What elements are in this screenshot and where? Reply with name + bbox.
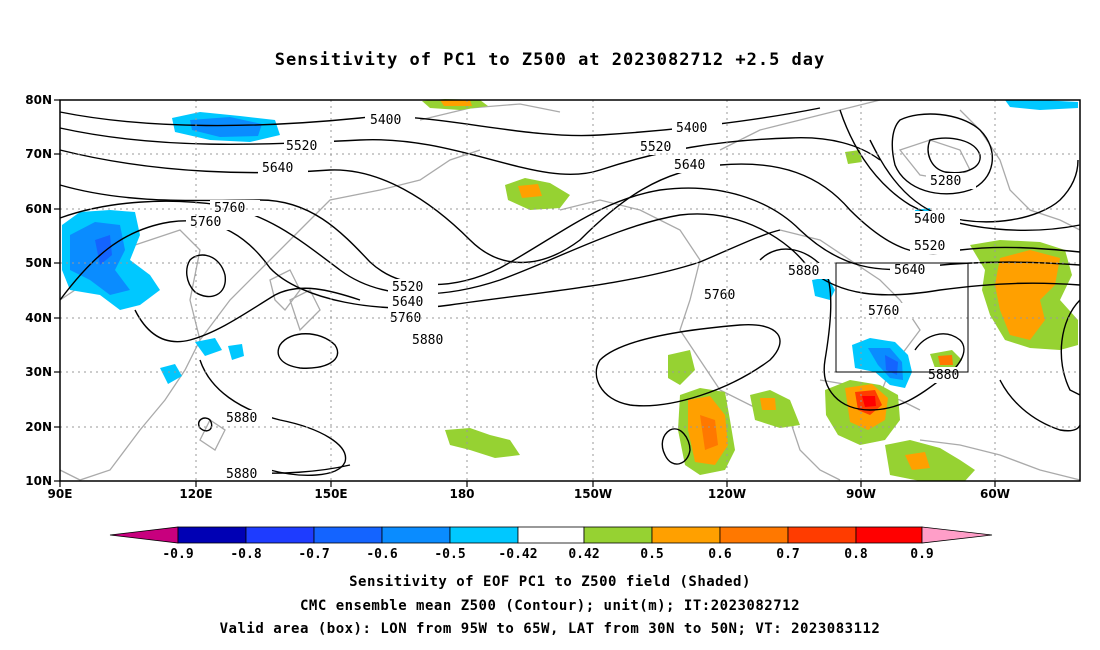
colorbar-label: 0.8 xyxy=(844,547,868,562)
colorbar-cell xyxy=(583,526,653,544)
map-frame xyxy=(59,99,1081,482)
colorbar-cell xyxy=(313,526,383,544)
lat-label: 20N xyxy=(25,420,52,434)
colorbar-cell xyxy=(109,526,179,544)
lon-label: 90E xyxy=(48,487,73,501)
longitude-labels: 90E 120E 150E 180 150W 120W 90W 60W xyxy=(48,487,1010,501)
plot-title: Sensitivity of PC1 to Z500 at 2023082712… xyxy=(274,50,826,70)
caption-contour: CMC ensemble mean Z500 (Contour); unit(m… xyxy=(299,598,800,614)
colorbar-cell xyxy=(177,526,247,544)
lat-label: 80N xyxy=(25,93,52,107)
contour-label: 5280 xyxy=(930,174,961,189)
colorbar: -0.9 -0.8 -0.7 -0.6 -0.5 -0.42 0.42 0.5 … xyxy=(109,526,993,562)
contour-label: 5880 xyxy=(928,368,959,383)
colorbar-cell xyxy=(381,526,451,544)
lat-label: 30N xyxy=(25,365,52,379)
caption-shading: Sensitivity of EOF PC1 to Z500 field (Sh… xyxy=(349,574,751,590)
colorbar-cell xyxy=(449,526,519,544)
colorbar-cell xyxy=(651,526,721,544)
contour-label: 5520 xyxy=(286,139,317,154)
contour-label: 5520 xyxy=(392,280,423,295)
colorbar-cell xyxy=(855,526,923,544)
contour-label: 5760 xyxy=(704,288,735,303)
contour-label: 5400 xyxy=(676,121,707,136)
contour-label: 5640 xyxy=(392,295,423,310)
lat-label: 10N xyxy=(25,474,52,488)
contour-label: 5880 xyxy=(788,264,819,279)
colorbar-cell xyxy=(517,526,585,544)
lon-label: 90W xyxy=(846,487,876,501)
contour-label: 5400 xyxy=(370,113,401,128)
contour-label: 5760 xyxy=(190,215,221,230)
contour-label: 5880 xyxy=(412,333,443,348)
latitude-labels: 80N 70N 60N 50N 40N 30N 20N 10N xyxy=(25,93,52,488)
contour-label: 5520 xyxy=(640,140,671,155)
colorbar-label: 0.9 xyxy=(910,547,933,562)
contour-label: 5640 xyxy=(262,161,293,176)
colorbar-label: -0.6 xyxy=(366,547,397,562)
caption-valid-area: Valid area (box): LON from 95W to 65W, L… xyxy=(219,621,881,637)
colorbar-label: -0.9 xyxy=(162,547,193,562)
colorbar-label: 0.42 xyxy=(568,547,599,562)
axis-ticks xyxy=(54,99,996,487)
colorbar-label: -0.7 xyxy=(298,547,329,562)
colorbar-label: -0.8 xyxy=(230,547,261,562)
colorbar-label: -0.5 xyxy=(434,547,465,562)
colorbar-cell xyxy=(245,526,315,544)
contour-label: 5640 xyxy=(894,263,925,278)
contour-label: 5760 xyxy=(868,304,899,319)
lat-label: 40N xyxy=(25,311,52,325)
valid-area-box xyxy=(835,262,969,373)
z500-contours xyxy=(59,107,1081,476)
colorbar-label: 0.6 xyxy=(708,547,732,562)
lat-label: 50N xyxy=(25,256,52,270)
lon-label: 180 xyxy=(449,487,474,501)
lon-label: 120E xyxy=(179,487,212,501)
lon-label: 120W xyxy=(708,487,746,501)
colorbar-cell xyxy=(719,526,789,544)
contour-label: 5400 xyxy=(914,212,945,227)
contour-label: 5640 xyxy=(674,158,705,173)
lon-label: 60W xyxy=(980,487,1010,501)
lat-label: 60N xyxy=(25,202,52,216)
contour-label: 5880 xyxy=(226,411,257,426)
colorbar-label: -0.42 xyxy=(498,547,537,562)
colorbar-label: 0.5 xyxy=(640,547,663,562)
colorbar-label: 0.7 xyxy=(776,547,799,562)
contour-label: 5880 xyxy=(226,467,257,482)
lon-label: 150W xyxy=(574,487,612,501)
contour-label: 5520 xyxy=(914,239,945,254)
lon-label: 150E xyxy=(314,487,347,501)
colorbar-cell xyxy=(921,526,993,544)
contour-label: 5760 xyxy=(390,311,421,326)
sensitivity-shading xyxy=(62,99,1078,481)
graticule xyxy=(60,100,1080,481)
lat-label: 70N xyxy=(25,147,52,161)
colorbar-cell xyxy=(787,526,857,544)
contour-labels: 5400 5520 5640 5760 5760 5880 5880 5880 … xyxy=(186,112,976,482)
coastlines xyxy=(59,99,1081,481)
